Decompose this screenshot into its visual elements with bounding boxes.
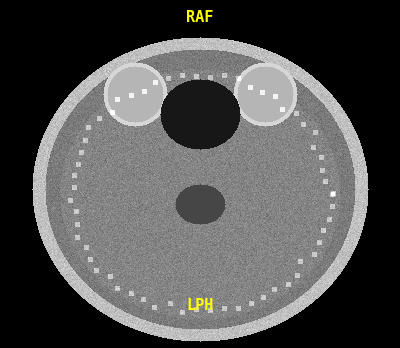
- Text: LPH: LPH: [186, 298, 214, 313]
- Text: RAF: RAF: [186, 10, 214, 25]
